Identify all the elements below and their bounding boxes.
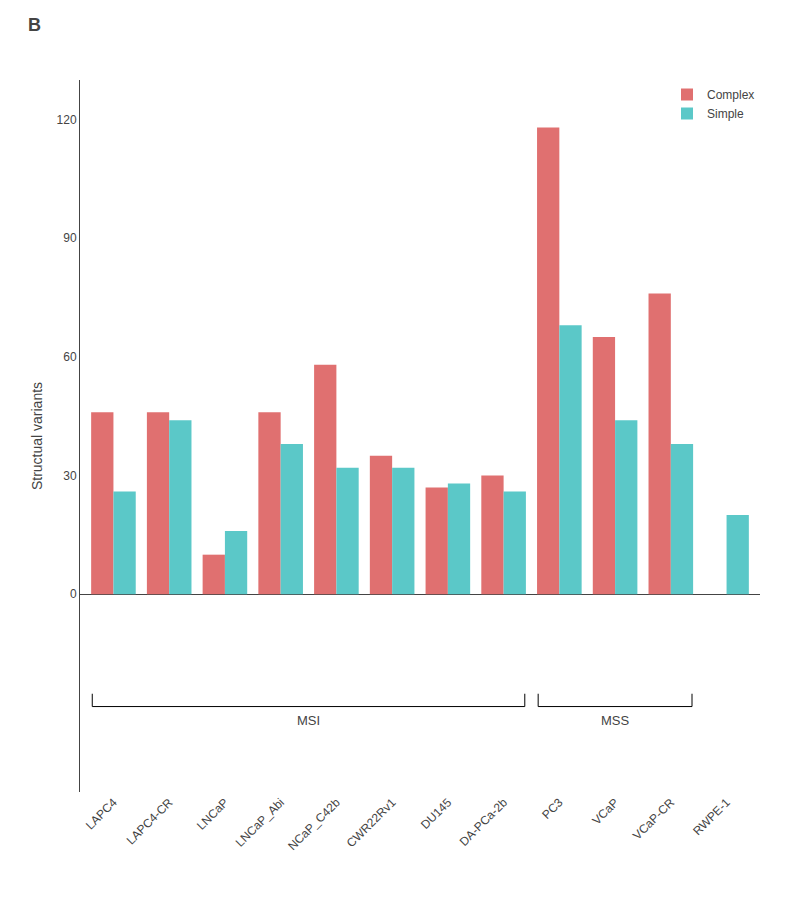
svg-text:60: 60 xyxy=(63,350,77,364)
svg-text:NCaP_C42b: NCaP_C42b xyxy=(285,795,343,853)
svg-text:DU145: DU145 xyxy=(418,795,455,832)
svg-text:PC3: PC3 xyxy=(539,795,566,822)
svg-text:Structual variants: Structual variants xyxy=(29,382,45,490)
svg-text:CWR22Rv1: CWR22Rv1 xyxy=(344,795,399,850)
svg-text:LAPC4-CR: LAPC4-CR xyxy=(124,795,176,847)
svg-text:LNCaP_Abi: LNCaP_Abi xyxy=(233,795,287,849)
svg-text:0: 0 xyxy=(70,587,77,601)
svg-text:LAPC4: LAPC4 xyxy=(83,795,120,832)
svg-text:DA-PCa-2b: DA-PCa-2b xyxy=(457,795,511,849)
svg-text:30: 30 xyxy=(63,469,77,483)
svg-text:VCaP: VCaP xyxy=(589,795,621,827)
svg-text:120: 120 xyxy=(57,113,77,127)
svg-text:LNCaP: LNCaP xyxy=(194,795,231,832)
svg-text:B: B xyxy=(28,15,41,35)
svg-text:Complex: Complex xyxy=(707,88,754,102)
svg-text:RWPE-1: RWPE-1 xyxy=(690,795,733,838)
svg-text:MSI: MSI xyxy=(297,713,320,728)
svg-text:90: 90 xyxy=(63,231,77,245)
svg-text:Simple: Simple xyxy=(707,107,744,121)
svg-text:VCaP-CR: VCaP-CR xyxy=(630,795,677,842)
svg-text:MSS: MSS xyxy=(601,713,630,728)
